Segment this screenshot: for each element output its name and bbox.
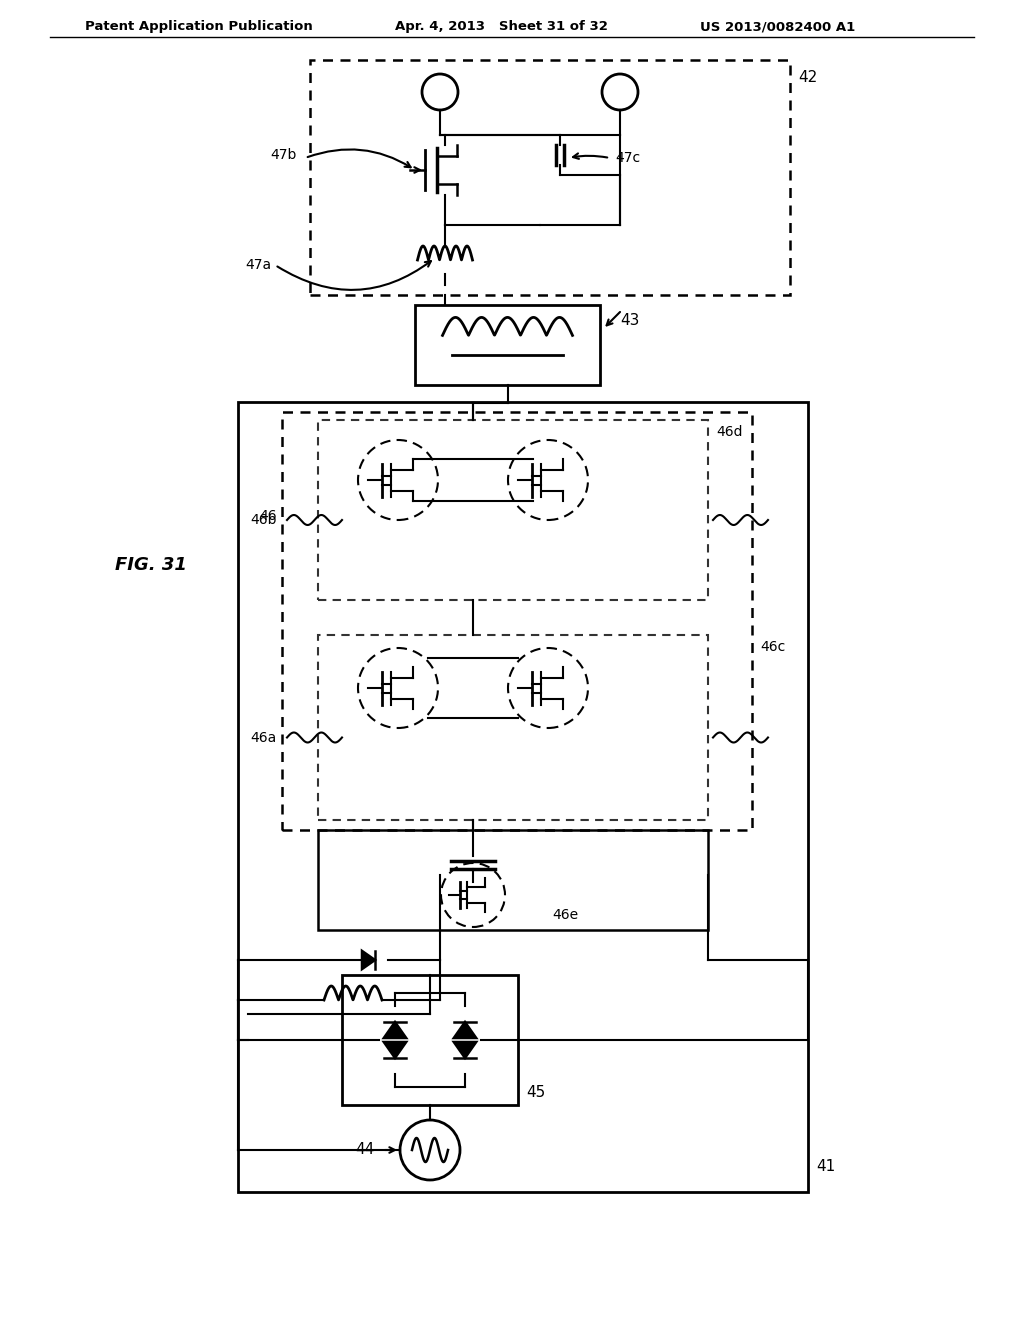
Text: 46: 46	[259, 510, 278, 524]
Bar	[318, 830, 708, 931]
Text: 45: 45	[526, 1085, 545, 1100]
Text: 46d: 46d	[716, 425, 742, 440]
Text: 47b: 47b	[270, 148, 296, 162]
Polygon shape	[454, 1041, 476, 1059]
Text: 46c: 46c	[760, 640, 785, 653]
Text: US 2013/0082400 A1: US 2013/0082400 A1	[700, 20, 855, 33]
Bar	[415, 305, 600, 385]
Bar	[318, 420, 708, 601]
Text: 47a: 47a	[245, 257, 271, 272]
Bar	[310, 59, 790, 294]
Polygon shape	[362, 950, 375, 969]
Polygon shape	[454, 1022, 476, 1038]
Bar	[318, 635, 708, 820]
Polygon shape	[384, 1022, 407, 1038]
Text: 46a: 46a	[251, 730, 278, 744]
Text: 43: 43	[620, 313, 639, 327]
Text: Patent Application Publication: Patent Application Publication	[85, 20, 312, 33]
Text: FIG. 31: FIG. 31	[115, 556, 186, 574]
Text: 41: 41	[816, 1159, 836, 1173]
Bar	[238, 403, 808, 1192]
Bar	[282, 412, 752, 830]
Polygon shape	[384, 1041, 407, 1059]
Text: 42: 42	[798, 70, 817, 84]
Text: 47c: 47c	[615, 150, 640, 165]
Text: Apr. 4, 2013   Sheet 31 of 32: Apr. 4, 2013 Sheet 31 of 32	[395, 20, 608, 33]
Text: 44: 44	[355, 1143, 375, 1158]
Bar	[342, 975, 518, 1105]
Text: 46b: 46b	[251, 513, 278, 527]
Text: 46e: 46e	[552, 908, 579, 921]
